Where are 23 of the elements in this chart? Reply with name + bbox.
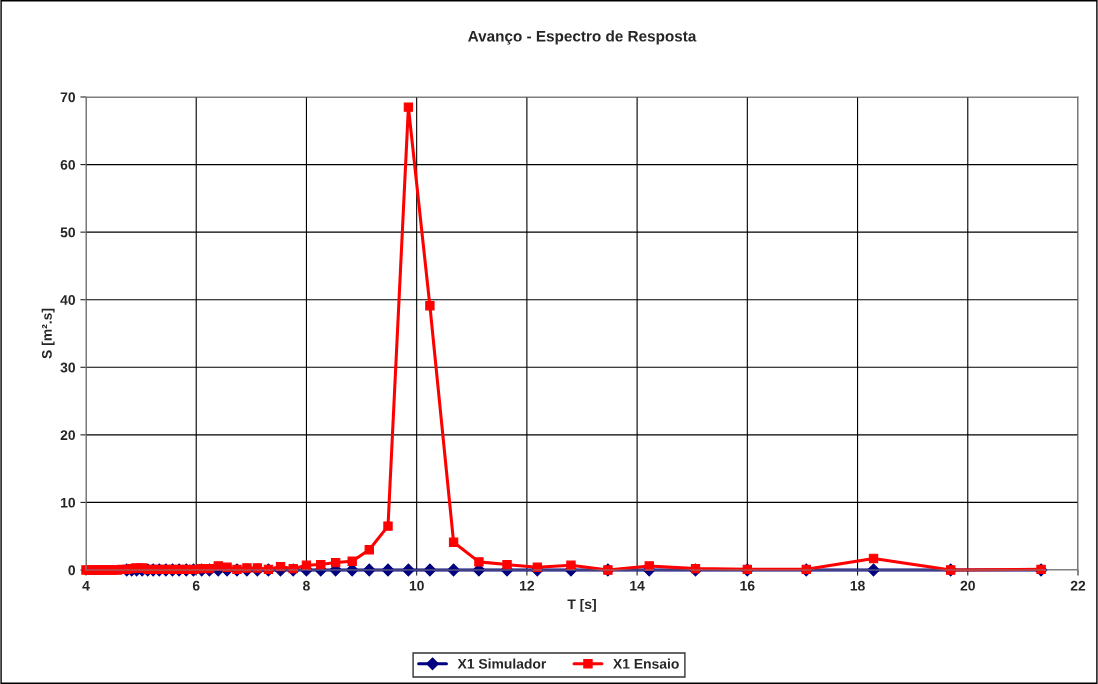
y-tick-label: 50 [60,227,76,238]
x-tick-label: 18 [850,580,865,591]
x-axis-title: T [s] [567,598,596,612]
x-tick-label: 10 [409,580,424,591]
x-tick-label: 8 [303,580,310,591]
y-tick-label: 70 [60,92,76,103]
x-tick-label: 20 [960,580,975,591]
legend-label: X1 Simulador [457,658,547,669]
y-tick-label: 20 [60,430,76,441]
x-tick-label: 4 [82,580,90,591]
y-tick-label: 10 [61,497,76,508]
x-tick-label: 22 [1070,580,1086,591]
y-tick-label: 40 [60,295,76,305]
y-tick-label: 30 [60,362,76,373]
chart-title: Avanço - Espectro de Resposta [468,30,697,45]
y-tick-label: 0 [68,565,76,576]
x-tick-label: 6 [192,580,200,591]
x-tick-label: 16 [740,580,755,591]
x-tick-label: 14 [630,580,645,591]
x-tick-label: 12 [520,580,535,591]
legend-label: X1 Ensaio [613,658,679,669]
y-tick-label: 60 [60,159,76,170]
y-axis-title: S [m².s] [41,308,55,359]
